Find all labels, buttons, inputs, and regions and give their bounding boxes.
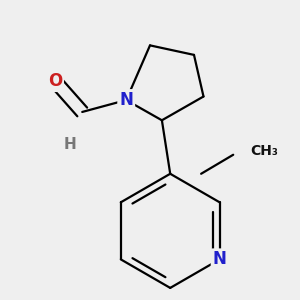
Text: N: N (213, 250, 226, 268)
Text: N: N (119, 91, 133, 109)
Text: O: O (48, 72, 62, 90)
Text: CH₃: CH₃ (250, 144, 278, 158)
Text: H: H (64, 136, 77, 152)
